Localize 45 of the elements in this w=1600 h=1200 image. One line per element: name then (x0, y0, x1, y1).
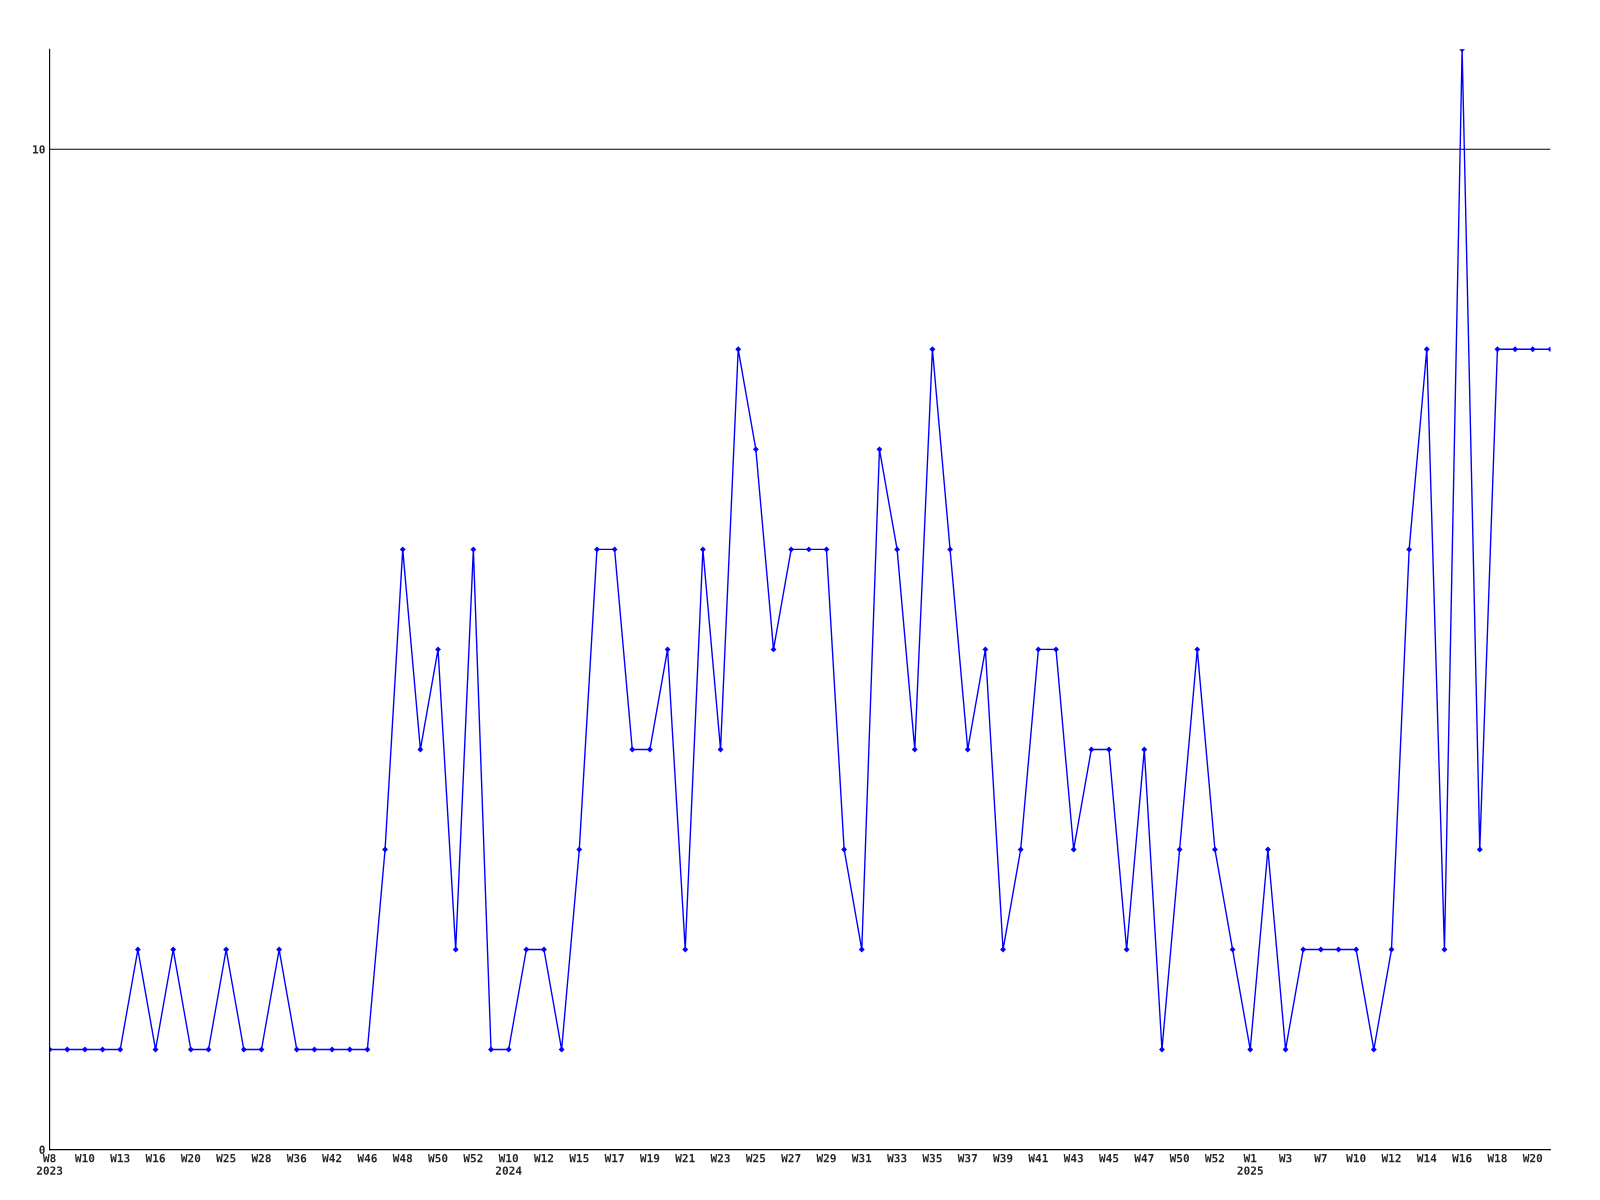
y-tick-label: 10 (33, 145, 45, 154)
x-tick-label: W52 (463, 1153, 483, 1163)
x-tick-label: W35 (922, 1153, 942, 1163)
x-tick-label: W23 (710, 1153, 730, 1163)
x-tick-label: W31 (851, 1153, 872, 1163)
x-tick-label: W45 (1098, 1154, 1119, 1163)
x-tick-label: W10 (74, 1153, 95, 1163)
x-tick-label: W3 (1278, 1153, 1292, 1163)
x-tick-label: W25 (216, 1153, 236, 1163)
x-tick-label: W43 (1063, 1153, 1083, 1163)
x-tick-label: W28 (251, 1153, 271, 1163)
x-tick-label: W52 (1204, 1153, 1225, 1163)
x-tick-label: W10 2024 (495, 1153, 522, 1175)
x-tick-label: W25 (745, 1153, 766, 1163)
x-tick-label: W27 (781, 1153, 801, 1163)
x-tick-label: W41 (1028, 1154, 1048, 1163)
x-tick-label: W12 (533, 1153, 554, 1163)
x-tick-label: W7 (1314, 1154, 1327, 1163)
x-tick-label: W19 (639, 1154, 660, 1163)
x-tick-label: W8 2023 (36, 1153, 63, 1175)
x-tick-label: W13 (110, 1153, 130, 1163)
x-tick-label: W46 (357, 1153, 377, 1163)
x-tick-label: W39 (993, 1153, 1013, 1163)
x-tick-label: W16 (1452, 1153, 1472, 1163)
x-tick-label: W47 (1134, 1154, 1154, 1163)
x-tick-label: W37 (957, 1153, 977, 1163)
x-tick-label: W42 (322, 1153, 342, 1163)
x-tick-label: W33 (887, 1153, 907, 1163)
x-tick-label: W15 (569, 1154, 589, 1163)
x-tick-label: W17 (604, 1154, 624, 1163)
x-tick-label: W12 (1381, 1153, 1401, 1163)
x-tick-label: W29 (816, 1153, 836, 1163)
x-tick-label: W10 (1346, 1153, 1366, 1163)
x-tick-label: W16 (145, 1153, 165, 1163)
y-tick-label: 0 (39, 1145, 45, 1154)
x-tick-label: W20 (1522, 1153, 1543, 1163)
x-tick-label: W50 (428, 1153, 448, 1163)
x-tick-label: W20 (180, 1153, 201, 1163)
x-tick-label: W36 (286, 1153, 307, 1163)
x-tick-label: W50 (1169, 1153, 1189, 1163)
x-tick-label: W18 (1487, 1153, 1507, 1163)
x-tick-label: W21 (675, 1153, 695, 1163)
x-tick-label: W14 (1416, 1154, 1437, 1163)
x-tick-label: W1 2025 (1237, 1154, 1263, 1175)
x-tick-label: W48 (392, 1153, 413, 1163)
